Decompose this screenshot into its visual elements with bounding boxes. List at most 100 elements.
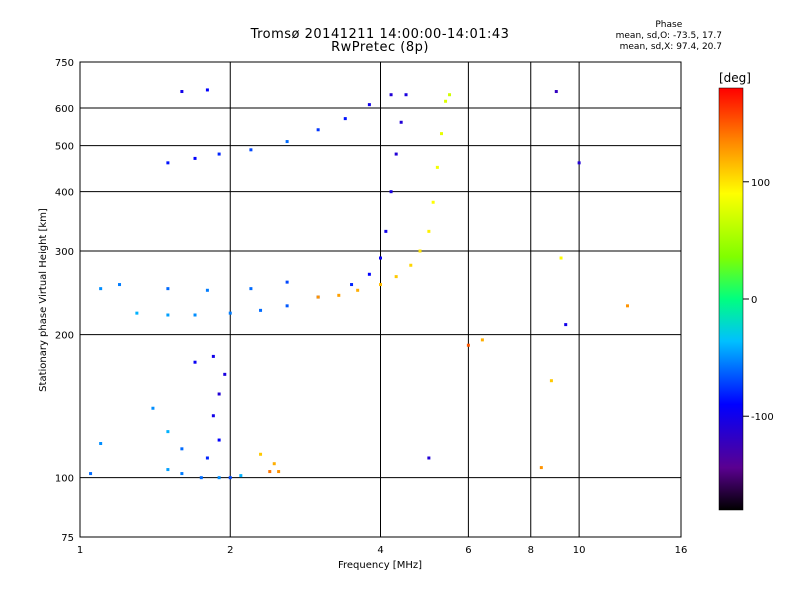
x-tick-label: 16 [675, 545, 688, 556]
y-axis-label: Stationary phase Virtual Height [km] [38, 208, 49, 392]
echo-point [350, 283, 354, 287]
echo-point [259, 308, 263, 312]
echo-point [399, 120, 403, 124]
echo-point [337, 293, 341, 297]
echo-point [217, 476, 221, 480]
x-tick-label: 6 [465, 545, 471, 556]
x-tick-label: 10 [573, 545, 586, 556]
echo-point [389, 93, 393, 97]
y-tick-label: 100 [55, 474, 74, 485]
echo-point [427, 456, 431, 460]
colorbar-label: [deg] [719, 71, 751, 85]
echo-point [89, 472, 93, 476]
echo-point [193, 313, 197, 317]
echo-point [99, 287, 103, 291]
echo-point [356, 288, 360, 292]
phase-stats-title: Phase [655, 20, 683, 30]
phase-stats: Phase mean, sd,O: -73.5, 17.7 mean, sd,X… [616, 20, 722, 53]
echo-point [135, 311, 139, 315]
echo-point [367, 103, 371, 107]
y-axis-ticks: 75 100 200 300 400 500 600 750 [55, 58, 74, 544]
data-points [89, 88, 629, 480]
echo-point [285, 280, 289, 284]
echo-point [211, 354, 215, 358]
y-tick-label: 750 [55, 58, 74, 69]
chart-subtitle: RwPretec (8p) [331, 40, 429, 55]
echo-point [166, 161, 170, 165]
colorbar [718, 87, 744, 511]
echo-point [217, 152, 221, 156]
echo-point [285, 304, 289, 308]
echo-point [249, 287, 253, 291]
x-tick-label: 8 [528, 545, 534, 556]
echo-point [223, 372, 227, 376]
grid [80, 62, 681, 537]
echo-point [554, 90, 558, 94]
echo-point [316, 295, 320, 299]
echo-point [466, 343, 470, 347]
x-tick-label: 4 [377, 545, 383, 556]
echo-point [394, 275, 398, 279]
echo-point [343, 117, 347, 121]
echo-point [228, 311, 232, 315]
echo-point [367, 272, 371, 276]
colorbar-ticks: 100 0 -100 [743, 178, 774, 423]
echo-point [268, 470, 272, 474]
echo-point [199, 476, 203, 480]
echo-point [228, 476, 232, 480]
echo-point [205, 288, 209, 292]
echo-point [211, 414, 215, 418]
x-axis-ticks: 1 2 4 6 8 10 16 [77, 545, 688, 556]
x-tick-label: 1 [77, 545, 83, 556]
echo-point [118, 283, 122, 287]
colorbar-tick-label: 100 [751, 178, 770, 189]
y-tick-label: 300 [55, 247, 74, 258]
echo-point [217, 392, 221, 396]
y-tick-label: 600 [55, 104, 74, 115]
echo-point [99, 442, 103, 446]
y-tick-label: 75 [61, 533, 74, 544]
echo-point [180, 90, 184, 94]
echo-point [259, 452, 263, 456]
echo-point [379, 283, 382, 287]
echo-point [404, 93, 408, 97]
phase-stats-o: mean, sd,O: -73.5, 17.7 [615, 31, 722, 41]
echo-point [205, 456, 209, 460]
echo-point [480, 338, 484, 342]
echo-point [166, 313, 170, 317]
echo-point [205, 88, 209, 92]
echo-point [394, 152, 398, 156]
echo-point [217, 438, 221, 442]
echo-point [549, 379, 553, 383]
x-tick-label: 2 [227, 545, 233, 556]
echo-point [431, 200, 435, 204]
echo-point [444, 99, 448, 103]
echo-point [316, 128, 320, 132]
echo-point [539, 466, 543, 470]
echo-point [272, 462, 276, 466]
echo-point [409, 263, 413, 267]
echo-point [427, 229, 431, 233]
echo-point [151, 406, 155, 410]
echo-point [384, 229, 388, 233]
echo-point [440, 132, 444, 136]
echo-point [625, 304, 629, 308]
echo-point [285, 140, 289, 144]
echo-point [389, 190, 393, 194]
echo-point [193, 156, 197, 160]
echo-point [379, 256, 382, 260]
echo-point [239, 474, 243, 478]
echo-point [249, 148, 253, 152]
echo-point [180, 472, 184, 476]
echo-point [577, 161, 581, 165]
y-tick-label: 500 [55, 142, 74, 153]
echo-point [564, 323, 568, 327]
echo-point [559, 256, 563, 260]
echo-point [448, 93, 452, 97]
colorbar-tick-label: -100 [751, 412, 774, 423]
echo-point [166, 430, 170, 434]
echo-point [166, 468, 170, 472]
echo-point [418, 249, 422, 253]
plot-frame [79, 61, 682, 538]
